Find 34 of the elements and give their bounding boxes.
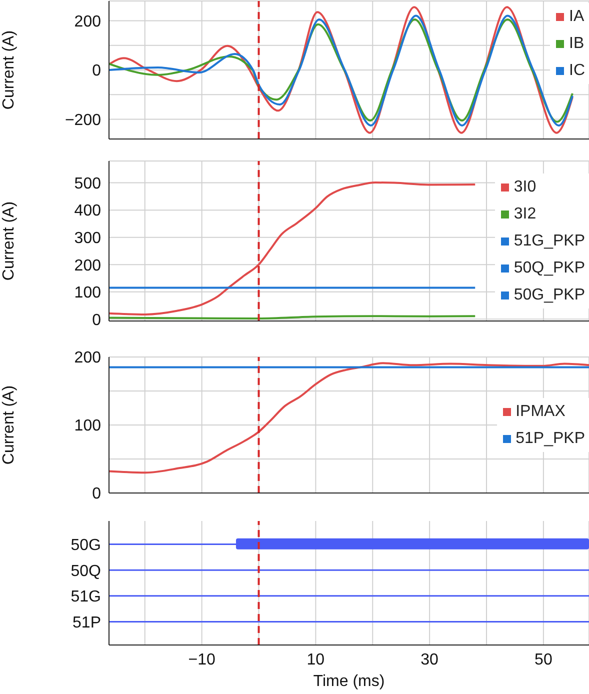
x-tick-label: 10 xyxy=(306,651,325,668)
x-axis-title: Time (ms) xyxy=(313,673,385,690)
y-tick-label: −200 xyxy=(64,112,102,129)
y-tick-label: 51P xyxy=(72,614,101,632)
x-tick-label: 30 xyxy=(420,651,439,668)
y-tick-label: 0 xyxy=(92,486,102,503)
legend-label: 51G_PKP xyxy=(514,232,585,250)
y-tick-label: 0 xyxy=(92,312,102,329)
x-tick-label: 50 xyxy=(534,651,552,668)
y-tick-label: 51G xyxy=(70,588,101,606)
y-tick-label: 50G xyxy=(70,536,101,554)
legend-label: 50G_PKP xyxy=(514,286,585,304)
y-tick-label: 500 xyxy=(74,175,102,192)
y-tick-label: 200 xyxy=(74,257,102,274)
x-tick-label: −10 xyxy=(188,651,216,668)
y-tick-label: 200 xyxy=(74,350,102,367)
y-tick-label: 300 xyxy=(74,230,102,247)
legend-label: 3I2 xyxy=(514,205,536,223)
legend-label: IC xyxy=(569,62,585,80)
legend-label: 3I0 xyxy=(514,178,536,196)
legend-label: 50Q_PKP xyxy=(514,259,585,277)
legend-label: 51P_PKP xyxy=(516,430,585,448)
legend-label: IB xyxy=(569,34,584,52)
y-axis-title: Current (A) xyxy=(0,385,18,465)
y-tick-label: 50Q xyxy=(70,562,101,580)
y-axis-title: Current (A) xyxy=(0,30,18,110)
legend-label: IPMAX xyxy=(516,402,566,420)
y-tick-label: 0 xyxy=(92,62,102,80)
y-tick-label: 100 xyxy=(74,284,102,302)
legend-label: IA xyxy=(569,8,584,26)
y-tick-label: 100 xyxy=(74,418,102,435)
y-tick-label: 400 xyxy=(74,202,102,220)
y-tick-label: 200 xyxy=(74,13,102,30)
y-axis-title: Current (A) xyxy=(0,201,18,281)
